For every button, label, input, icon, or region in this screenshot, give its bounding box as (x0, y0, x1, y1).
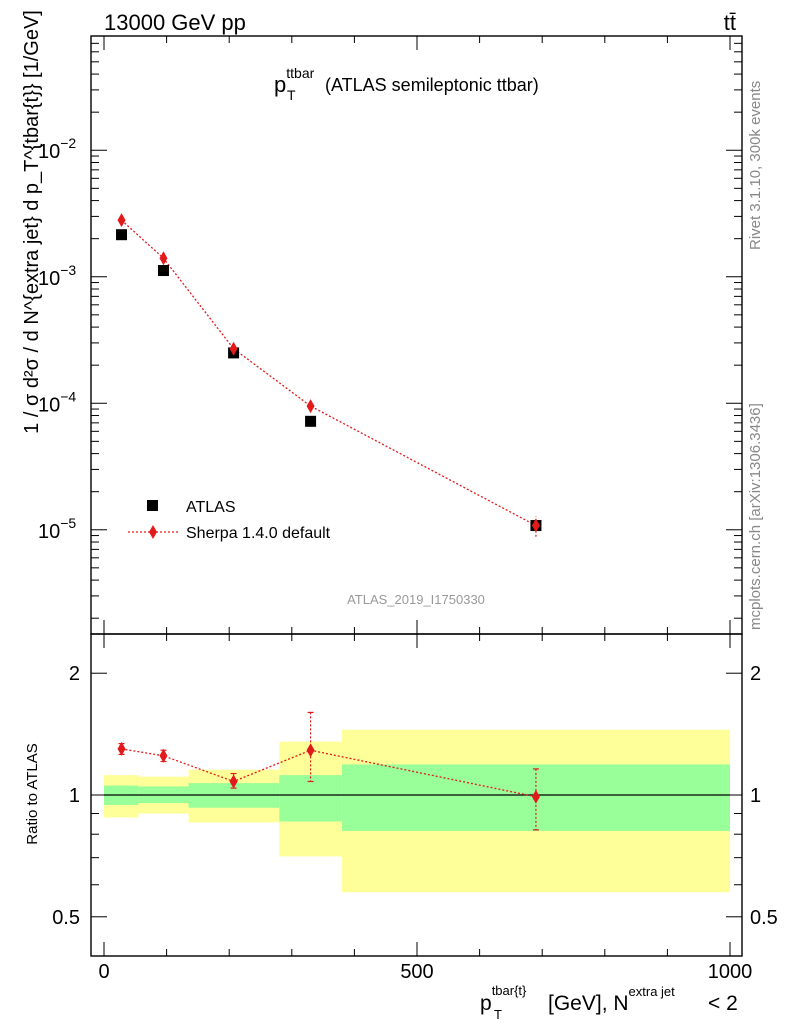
ratio-y-tick-label-right: 2 (750, 663, 761, 685)
x-axis-label: ptbar{t} T [GeV], Nextra jet < 2 (480, 983, 738, 1022)
header-process-label: tt̄ (724, 10, 736, 35)
main-axis-ticks: 10−5 10−4 10−3 10−2 (38, 35, 742, 634)
xlabel-mid: [GeV], N (548, 992, 629, 1015)
mcplots-label: mcplots.cern.ch [arXiv:1306.3436] (747, 403, 764, 630)
x-tick-label: 500 (400, 961, 433, 983)
atlas-data-point (157, 265, 169, 277)
sherpa-series-line (121, 219, 537, 527)
atlas-data-point (305, 415, 317, 427)
ratio-y-tick-label-right: 1 (750, 785, 761, 807)
main-y-tick-label: 10−4 (38, 388, 76, 416)
ratio-y-tick-label-left: 2 (69, 663, 80, 685)
ratio-sherpa-point (306, 743, 315, 758)
ratio-sherpa-point (531, 789, 540, 804)
ratio-y-tick-label-right: 0.5 (750, 907, 778, 929)
title-rest: (ATLAS semileptonic ttbar) (325, 75, 539, 95)
legend-sherpa-label: Sherpa 1.4.0 default (186, 525, 331, 542)
xlabel-p: p (480, 992, 492, 1015)
ratio-sherpa-point (159, 748, 168, 763)
title-sup: ttbar (286, 65, 314, 81)
legend: ATLAS Sherpa 1.4.0 default (128, 499, 331, 542)
xlabel-end: < 2 (708, 992, 738, 1015)
main-y-tick-label: 10−5 (38, 515, 76, 543)
x-tick-label: 0 (98, 961, 109, 983)
rivet-version-label: Rivet 3.1.10, 300k events (747, 81, 764, 250)
legend-atlas-label: ATLAS (186, 499, 236, 516)
sherpa-data-point (306, 399, 315, 414)
stat-uncertainty-band (279, 775, 342, 822)
ratio-sherpa-point (229, 774, 238, 789)
sherpa-data-point (229, 341, 238, 356)
atlas-data-point (116, 229, 128, 241)
ratio-uncertainty-bands (104, 729, 730, 893)
legend-sherpa-marker (149, 525, 157, 539)
ratio-plot-frame (90, 633, 743, 957)
main-plot-panel: 10−5 10−4 10−3 10−2 pttbar T (ATLAS semilepto… (21, 10, 743, 635)
main-y-tick-label: 10−3 (38, 262, 76, 290)
ratio-sherpa-point (117, 741, 126, 756)
legend-atlas-marker (147, 500, 158, 511)
sherpa-data-point (117, 213, 126, 228)
main-y-axis-label: 1 / σ d²σ / d N^{extra jet} d p_T^{tbar{… (21, 10, 43, 434)
ratio-plot-series (117, 711, 540, 831)
sherpa-data-point (531, 518, 540, 533)
x-tick-label: 1000 (708, 961, 753, 983)
ratio-axis-ticks: 0.5 0.5 1 1 2 2 0 500 1000 (52, 634, 778, 983)
ratio-y-axis-label: Ratio to ATLAS (24, 743, 41, 844)
ratio-y-tick-label-left: 1 (69, 785, 80, 807)
title-p: p (274, 72, 286, 97)
main-plot-frame (90, 35, 743, 635)
xlabel-sup2: extra jet (629, 984, 676, 999)
title-sub: T (287, 87, 296, 103)
analysis-watermark: ATLAS_2019_I1750330 (347, 592, 485, 607)
ratio-plot-panel: 0.5 0.5 1 1 2 2 0 500 1000 Ratio to ATLAS ptbar{… (24, 633, 778, 1022)
xlabel-sup: tbar{t} (492, 983, 527, 998)
main-y-tick-label: 10−2 (38, 135, 76, 163)
header-energy-label: 13000 GeV pp (104, 10, 246, 35)
main-plot-title: pttbar T (ATLAS semileptonic ttbar) (274, 65, 539, 103)
main-plot-series (116, 213, 542, 537)
ratio-y-tick-label-left: 0.5 (52, 907, 80, 929)
xlabel-sub: T (494, 1007, 502, 1022)
sherpa-data-point (159, 251, 168, 266)
